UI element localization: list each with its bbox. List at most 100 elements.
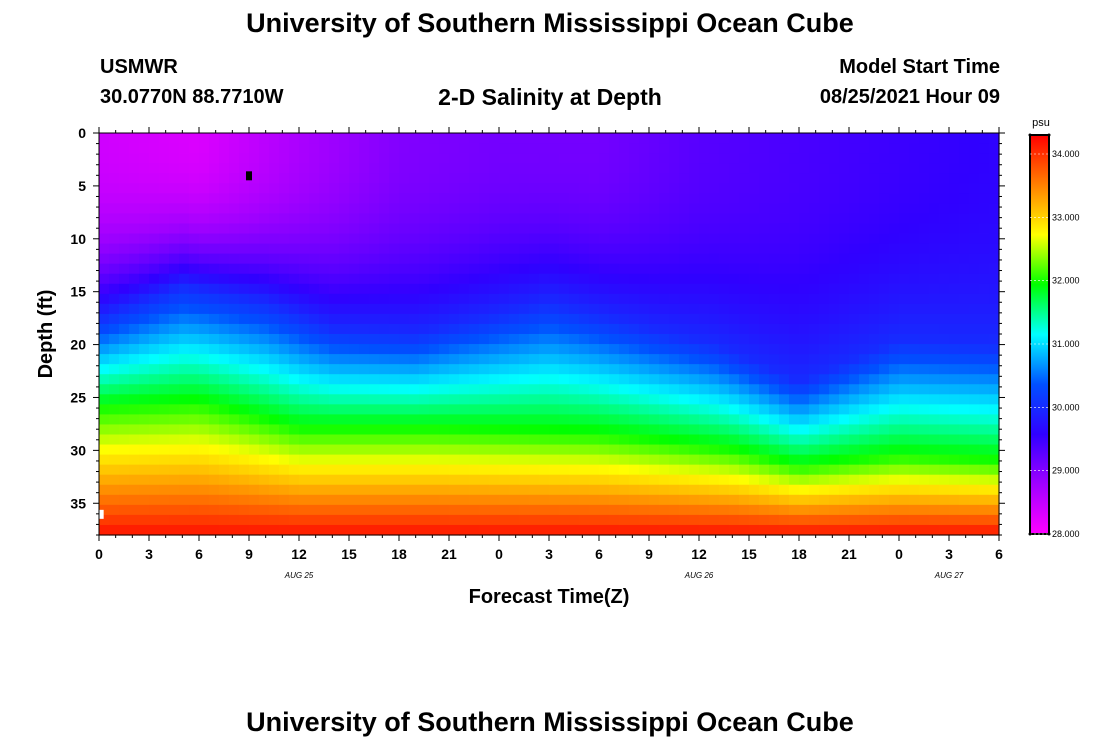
heatmap-cell <box>439 153 450 164</box>
heatmap-cell <box>549 394 560 405</box>
heatmap-cell <box>909 243 920 255</box>
heatmap-cell <box>319 354 330 365</box>
heatmap-cell <box>139 364 150 375</box>
heatmap-cell <box>449 153 460 164</box>
heatmap-cell <box>249 334 260 345</box>
heatmap-cell <box>349 283 360 295</box>
heatmap-cell <box>449 404 460 415</box>
heatmap-cell <box>389 183 400 194</box>
heatmap-cell <box>359 364 370 375</box>
heatmap-cell <box>429 414 440 426</box>
heatmap-cell <box>579 263 590 275</box>
heatmap-cell <box>469 273 480 285</box>
heatmap-cell <box>109 153 120 164</box>
heatmap-cell <box>799 474 810 486</box>
heatmap-cell <box>429 464 440 476</box>
heatmap-cell <box>129 193 140 204</box>
heatmap-cell <box>729 203 740 214</box>
heatmap-cell <box>339 364 350 375</box>
heatmap-cell <box>239 464 250 476</box>
heatmap-cell <box>879 143 890 154</box>
heatmap-cell <box>769 323 780 335</box>
heatmap-cell <box>789 474 800 486</box>
heatmap-cell <box>209 163 220 174</box>
heatmap-cell <box>419 253 430 265</box>
heatmap-cell <box>989 394 1000 405</box>
heatmap-cell <box>959 233 970 245</box>
heatmap-cell <box>239 424 250 436</box>
heatmap-cell <box>589 293 600 305</box>
heatmap-cell <box>99 524 110 536</box>
heatmap-cell <box>729 193 740 204</box>
heatmap-cell <box>819 243 830 255</box>
x-tick-label: 9 <box>645 546 653 562</box>
heatmap-cell <box>609 253 620 265</box>
heatmap-cell <box>919 484 930 496</box>
heatmap-cell <box>269 243 280 255</box>
heatmap-cell <box>509 283 520 295</box>
heatmap-cell <box>919 313 930 325</box>
heatmap-cell <box>809 153 820 164</box>
heatmap-cell <box>929 414 940 426</box>
heatmap-cell <box>499 263 510 275</box>
heatmap-cell <box>269 283 280 295</box>
heatmap-cell <box>299 524 310 536</box>
heatmap-cell <box>209 444 220 456</box>
heatmap-cell <box>679 514 690 526</box>
heatmap-cell <box>549 183 560 194</box>
heatmap-cell <box>849 384 860 395</box>
heatmap-cell <box>609 474 620 486</box>
heatmap-cell <box>279 203 290 214</box>
heatmap-cell <box>689 444 700 456</box>
heatmap-cell <box>609 524 620 536</box>
heatmap-cell <box>619 213 630 225</box>
heatmap-cell <box>239 203 250 214</box>
heatmap-cell <box>129 223 140 235</box>
heatmap-cell <box>989 193 1000 204</box>
heatmap-cell <box>419 334 430 345</box>
heatmap-cell <box>579 454 590 466</box>
heatmap-cell <box>549 524 560 536</box>
heatmap-cell <box>639 394 650 405</box>
heatmap-cell <box>929 223 940 235</box>
heatmap-cell <box>489 394 500 405</box>
heatmap-cell <box>629 394 640 405</box>
heatmap-cell <box>819 414 830 426</box>
heatmap-cell <box>489 364 500 375</box>
heatmap-cell <box>649 444 660 456</box>
heatmap-cell <box>689 424 700 436</box>
heatmap-cell <box>889 504 900 516</box>
heatmap-cell <box>199 183 210 194</box>
heatmap-cell <box>539 253 550 265</box>
heatmap-cell <box>809 233 820 245</box>
heatmap-cell <box>919 183 930 194</box>
heatmap-cell <box>339 474 350 486</box>
heatmap-cell <box>869 344 880 355</box>
heatmap-cell <box>589 454 600 466</box>
heatmap-cell <box>309 323 320 335</box>
heatmap-cell <box>299 193 310 204</box>
heatmap-cell <box>929 133 940 144</box>
heatmap-cell <box>229 454 240 466</box>
heatmap-cell <box>469 484 480 496</box>
heatmap-cell <box>469 193 480 204</box>
heatmap-cell <box>129 173 140 184</box>
heatmap-cell <box>689 334 700 345</box>
heatmap-cell <box>589 424 600 436</box>
heatmap-cell <box>939 223 950 235</box>
heatmap-cell <box>149 524 160 536</box>
heatmap-cell <box>939 183 950 194</box>
heatmap-cell <box>939 344 950 355</box>
heatmap-cell <box>469 434 480 446</box>
heatmap-cell <box>979 464 990 476</box>
heatmap-cell <box>699 404 710 415</box>
heatmap-cell <box>549 424 560 436</box>
heatmap-cell <box>619 153 630 164</box>
heatmap-cell <box>209 193 220 204</box>
heatmap-cell <box>989 434 1000 446</box>
heatmap-cell <box>829 173 840 184</box>
heatmap-cell <box>849 253 860 265</box>
heatmap-cell <box>199 213 210 225</box>
heatmap-cell <box>909 524 920 536</box>
heatmap-cell <box>509 404 520 415</box>
